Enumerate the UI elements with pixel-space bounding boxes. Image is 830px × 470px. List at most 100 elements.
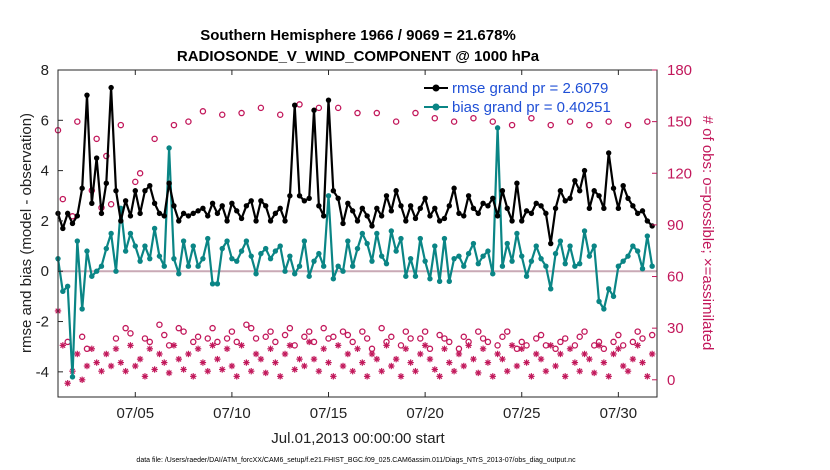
bias-point <box>93 268 100 274</box>
bias-point <box>630 243 636 249</box>
marker-stroke <box>330 373 337 380</box>
assimilated-obs-marker <box>421 342 429 349</box>
possible-obs-marker <box>392 118 400 125</box>
rmse-point <box>465 193 472 199</box>
assimilated-obs-marker <box>542 367 550 375</box>
rmse-point <box>412 215 419 222</box>
assimilated-obs-marker <box>484 359 492 366</box>
possible-obs-marker <box>136 170 144 177</box>
possible-obs-marker <box>146 338 154 346</box>
marker-stroke <box>248 368 254 374</box>
marker-stroke <box>441 346 448 352</box>
rmse-point <box>649 223 655 229</box>
marker-stroke <box>238 342 245 349</box>
marker-stroke <box>306 339 312 345</box>
assimilated-obs-marker <box>566 345 574 353</box>
bias-point <box>461 263 467 269</box>
possible-obs-marker <box>373 109 381 117</box>
bias-point <box>417 235 423 242</box>
bias-point <box>151 225 158 232</box>
possible-obs-marker <box>378 324 385 332</box>
bias-point <box>127 230 134 237</box>
assimilated-obs-marker <box>624 367 632 375</box>
rmse-point <box>456 210 462 217</box>
possible-obs-marker <box>78 333 86 341</box>
assimilated-obs-marker <box>475 369 482 377</box>
possible-obs-marker <box>508 121 516 129</box>
rmse-point <box>253 218 259 224</box>
bias-point <box>316 250 322 257</box>
possible-obs-marker <box>247 324 255 332</box>
marker-stroke <box>108 363 114 369</box>
rmse-point <box>388 208 395 214</box>
assimilated-obs-marker <box>305 338 313 346</box>
rmse-point <box>581 167 588 174</box>
bias-point <box>205 235 211 242</box>
rmse-point <box>176 218 182 224</box>
possible-obs-marker <box>479 335 487 342</box>
assimilated-obs-marker <box>648 350 656 358</box>
possible-obs-marker <box>518 338 525 346</box>
rmse-point <box>591 188 597 194</box>
assimilated-obs-marker <box>344 350 352 358</box>
marker-stroke <box>180 366 187 373</box>
rmse-point <box>248 198 254 204</box>
possible-obs-marker <box>397 342 405 349</box>
assimilated-obs-marker <box>209 342 216 349</box>
x-axis-ticks: 07/05 07/10 07/15 07/20 07/25 07/30 <box>117 70 637 422</box>
rmse-point <box>340 220 346 227</box>
marker-stroke <box>200 359 206 366</box>
assimilated-obs-marker <box>136 355 144 363</box>
possible-obs-marker <box>218 111 226 118</box>
assimilated-obs-marker <box>431 366 438 373</box>
possible-obs-marker <box>330 333 337 341</box>
rmse-point <box>625 195 631 201</box>
possible-obs-marker <box>436 331 443 339</box>
assimilated-obs-marker <box>223 345 231 353</box>
assimilated-obs-marker <box>180 366 187 373</box>
possible-obs-marker <box>320 324 327 332</box>
rmse-point <box>214 210 221 217</box>
marker-stroke <box>620 363 626 369</box>
rmse-point <box>519 218 525 224</box>
x-axis-label: Jul.01,2013 00:00:00 start <box>271 430 445 447</box>
bias-point <box>103 245 110 252</box>
bias-point <box>253 271 259 277</box>
y-tick-label: 8 <box>41 62 49 79</box>
possible-obs-marker <box>252 335 260 342</box>
possible-obs-marker <box>644 118 651 125</box>
marker-stroke <box>89 346 95 352</box>
possible-obs-marker <box>59 195 67 203</box>
assimilated-obs-marker <box>562 373 569 380</box>
assimilated-obs-marker <box>267 345 274 353</box>
possible-obs-marker <box>600 345 608 353</box>
rmse-point <box>258 198 264 204</box>
bias-point <box>156 253 163 259</box>
rmse-point <box>156 210 163 217</box>
bias-point <box>596 298 602 305</box>
marker-stroke <box>79 377 85 383</box>
marker-stroke <box>499 356 506 362</box>
rmse-point <box>64 210 71 217</box>
bias-point <box>480 253 486 259</box>
rmse-point <box>620 183 626 189</box>
possible-obs-marker <box>305 328 313 335</box>
marker-stroke <box>364 373 370 380</box>
bias-point <box>166 145 172 151</box>
bias-point <box>243 238 250 244</box>
plot-area <box>58 70 657 397</box>
assimilated-obs-marker <box>248 367 255 375</box>
bias-point <box>552 250 559 257</box>
marker-stroke <box>166 370 172 376</box>
rmse-point <box>548 240 554 247</box>
assimilated-obs-marker <box>93 359 100 366</box>
assimilated-obs-marker <box>286 342 294 349</box>
bias-point <box>422 258 428 264</box>
possible-obs-marker <box>93 135 100 143</box>
possible-obs-marker <box>503 328 511 335</box>
possible-obs-marker <box>151 135 158 143</box>
marker-stroke <box>523 359 530 366</box>
possible-obs-marker <box>127 330 134 337</box>
legend-bias-label: bias grand pr = 0.40251 <box>452 99 611 116</box>
rmse-point <box>98 210 105 217</box>
